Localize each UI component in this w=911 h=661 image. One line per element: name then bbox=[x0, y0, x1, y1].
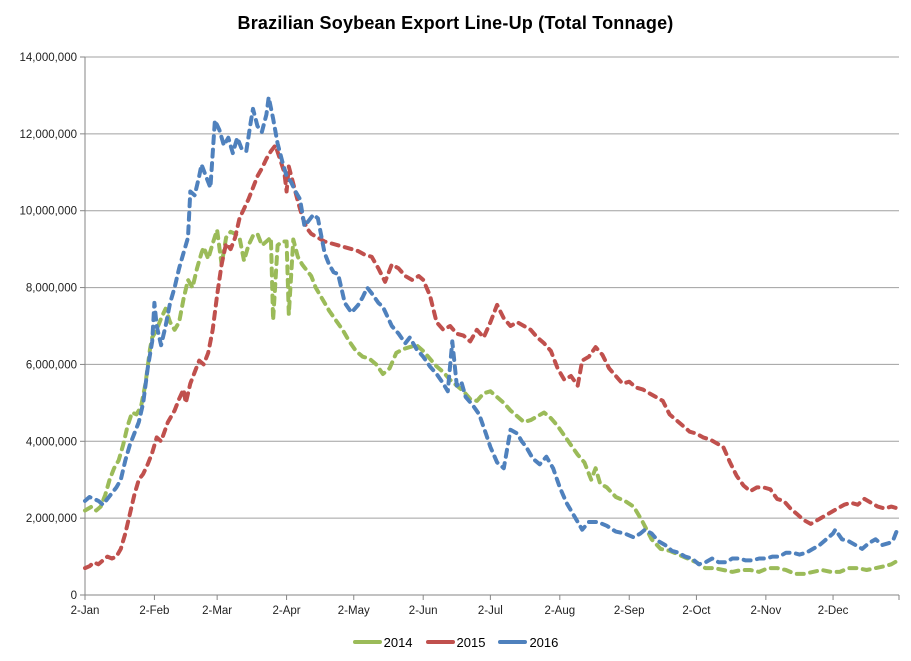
series-line-2014 bbox=[83, 227, 900, 576]
legend-item-2015: 2015 bbox=[425, 634, 486, 650]
x-tick-label: 2-Nov bbox=[751, 605, 782, 617]
y-tick-label: 12,000,000 bbox=[19, 129, 77, 141]
y-tick-label: 14,000,000 bbox=[19, 52, 77, 64]
y-tick-label: 2,000,000 bbox=[26, 513, 77, 525]
x-tick-label: 2-Jan bbox=[71, 605, 100, 617]
legend-swatch-2016 bbox=[498, 640, 528, 644]
x-tick-label: 2-Sep bbox=[614, 605, 645, 617]
y-tick-label: 10,000,000 bbox=[19, 206, 77, 218]
legend-swatch-2014 bbox=[352, 640, 382, 644]
x-tick-label: 2-Feb bbox=[139, 605, 169, 617]
legend-item-2016: 2016 bbox=[498, 635, 558, 650]
x-tick-label: 2-Jul bbox=[478, 605, 503, 617]
x-tick-label: 2-May bbox=[338, 605, 370, 617]
legend-swatch-2015 bbox=[425, 640, 455, 644]
y-tick-label: 0 bbox=[71, 590, 77, 602]
y-tick-label: 6,000,000 bbox=[26, 359, 77, 371]
x-tick-label: 2-Oct bbox=[682, 605, 711, 617]
legend-label: 2015 bbox=[456, 634, 486, 650]
x-tick-label: 2-Mar bbox=[202, 605, 232, 617]
y-tick-label: 8,000,000 bbox=[26, 283, 77, 295]
series-line-2015 bbox=[83, 143, 900, 571]
y-tick-label: 4,000,000 bbox=[26, 436, 77, 448]
chart-legend: 2014 2015 2016 bbox=[0, 631, 911, 653]
x-tick-label: 2-Jun bbox=[409, 605, 438, 617]
series-line-2016 bbox=[83, 95, 900, 567]
legend-item-2014: 2014 bbox=[352, 634, 413, 650]
chart-title: Brazilian Soybean Export Line-Up (Total … bbox=[237, 13, 674, 33]
x-tick-label: 2-Dec bbox=[818, 605, 849, 617]
x-tick-label: 2-Apr bbox=[273, 605, 301, 617]
legend-label: 2014 bbox=[383, 634, 413, 650]
x-tick-label: 2-Aug bbox=[544, 605, 575, 617]
legend-label: 2016 bbox=[529, 634, 559, 650]
